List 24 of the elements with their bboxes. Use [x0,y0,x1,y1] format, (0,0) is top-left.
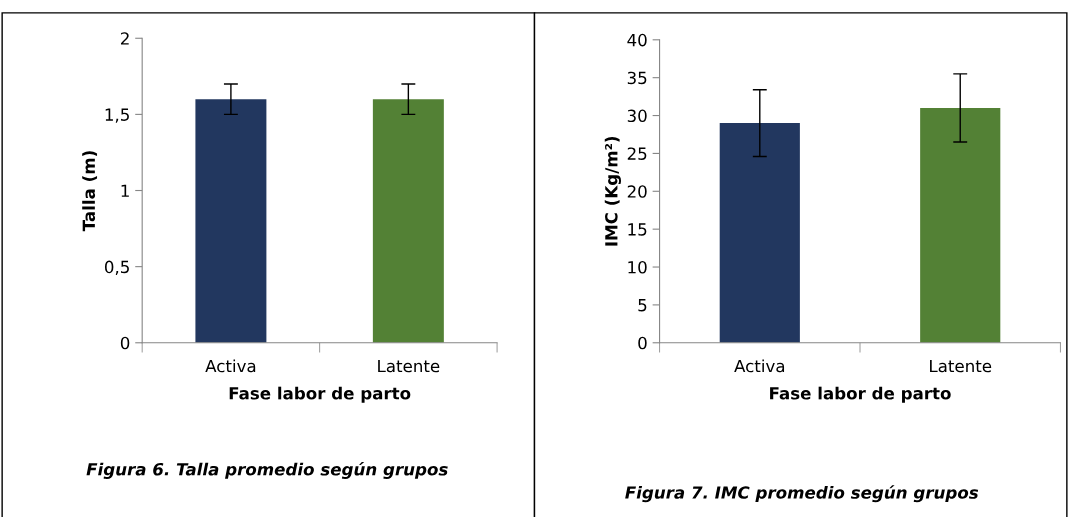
y-tick-label: 1,5 [105,108,129,123]
y-axis-title: Talla (m) [82,151,98,232]
y-tick-label: 0,5 [104,260,129,275]
y-tick-label: 15 [628,223,647,236]
y-tick-label: 10 [628,260,647,274]
x-tick-label: Activa [734,359,785,373]
y-tick-label: 0 [120,336,130,350]
y-tick-label: 35 [627,71,647,85]
x-tick-label: Activa [205,359,256,373]
x-tick-label: Latente [378,359,440,373]
y-tick-label: 20 [627,185,647,198]
x-tick-label: Latente [930,359,992,373]
y-tick-label: 25 [627,147,647,160]
y-tick-label: 5 [638,299,647,312]
x-axis-title: Fase labor de parto [229,386,411,403]
y-tick-label: 2 [120,32,129,45]
text: Figura 7. IMC promedio según grupos [625,485,979,503]
x-axis-title: Fase labor de parto [770,386,951,403]
y-tick-label: 1 [121,184,129,197]
text: Figura 6. Talla promedio según grupos [86,462,448,479]
y-tick-label: 0 [638,336,647,350]
y-axis-title: IMC (Kg/m²) [604,136,621,246]
y-tick-label: 30 [627,109,647,123]
y-tick-label: 40 [627,33,647,47]
